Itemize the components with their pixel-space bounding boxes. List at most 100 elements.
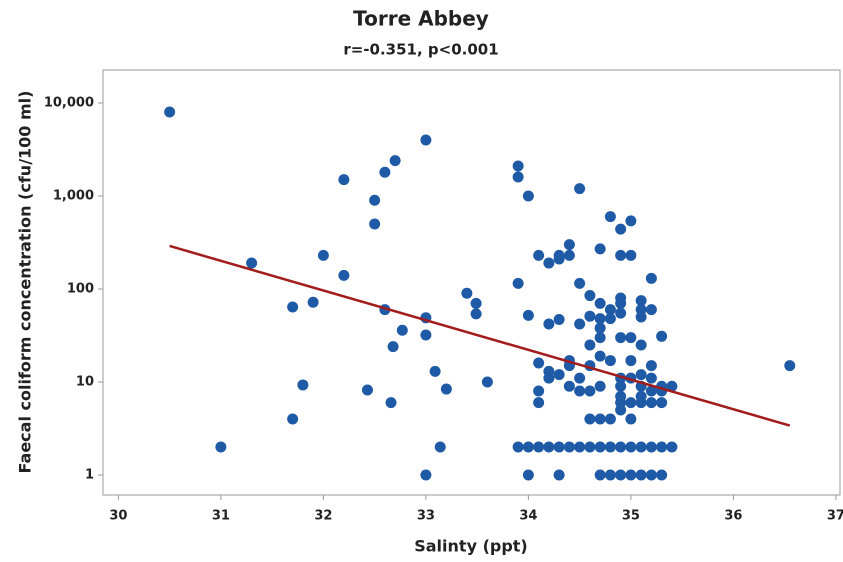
point bbox=[512, 277, 524, 289]
point bbox=[635, 369, 647, 381]
point bbox=[645, 304, 657, 316]
point bbox=[563, 239, 575, 251]
point bbox=[522, 309, 534, 321]
x-tick-label: 36 bbox=[724, 509, 742, 524]
point bbox=[594, 350, 606, 362]
point bbox=[387, 341, 399, 353]
point bbox=[512, 441, 524, 453]
point bbox=[369, 218, 381, 230]
point bbox=[604, 469, 616, 481]
point bbox=[635, 469, 647, 481]
point bbox=[512, 171, 524, 183]
point bbox=[396, 324, 408, 336]
point bbox=[533, 357, 545, 369]
point bbox=[635, 339, 647, 351]
point bbox=[533, 441, 545, 453]
point bbox=[338, 174, 350, 186]
point bbox=[666, 380, 678, 392]
trend-line bbox=[169, 244, 791, 427]
point bbox=[553, 369, 565, 381]
point bbox=[574, 277, 586, 289]
point bbox=[553, 253, 565, 265]
y-tick-label: 1,000 bbox=[53, 188, 94, 203]
point bbox=[635, 311, 647, 323]
point bbox=[594, 469, 606, 481]
point bbox=[553, 441, 565, 453]
point bbox=[470, 308, 482, 320]
point bbox=[645, 385, 657, 397]
x-tick-label: 30 bbox=[109, 509, 127, 524]
point bbox=[615, 332, 627, 344]
chart-title: Torre Abbey bbox=[353, 7, 489, 31]
point bbox=[533, 249, 545, 261]
point bbox=[369, 194, 381, 206]
point bbox=[656, 397, 668, 409]
point bbox=[615, 404, 627, 416]
point bbox=[574, 183, 586, 195]
point bbox=[246, 257, 258, 269]
point bbox=[615, 441, 627, 453]
point bbox=[361, 384, 373, 396]
point bbox=[338, 269, 350, 281]
point bbox=[574, 441, 586, 453]
point bbox=[604, 313, 616, 325]
point bbox=[615, 297, 627, 309]
point bbox=[533, 397, 545, 409]
point bbox=[215, 441, 227, 453]
point bbox=[604, 355, 616, 367]
point bbox=[635, 295, 647, 307]
point bbox=[440, 383, 452, 395]
x-axis-label: Salinty (ppt) bbox=[414, 537, 528, 556]
point bbox=[533, 385, 545, 397]
point bbox=[481, 376, 493, 388]
point bbox=[625, 332, 637, 344]
point bbox=[563, 380, 575, 392]
chart-subtitle: r=-0.351, p<0.001 bbox=[343, 41, 498, 59]
point bbox=[522, 441, 534, 453]
point bbox=[584, 385, 596, 397]
point bbox=[666, 441, 678, 453]
point bbox=[615, 223, 627, 235]
point bbox=[563, 249, 575, 261]
point bbox=[434, 441, 446, 453]
point bbox=[594, 441, 606, 453]
point bbox=[625, 355, 637, 367]
point bbox=[615, 307, 627, 319]
point bbox=[594, 322, 606, 334]
y-tick-label: 10 bbox=[76, 375, 94, 390]
point bbox=[625, 397, 637, 409]
y-tick-label: 100 bbox=[67, 281, 94, 296]
point bbox=[574, 385, 586, 397]
x-tick-label: 33 bbox=[417, 509, 435, 524]
point bbox=[635, 397, 647, 409]
point bbox=[604, 441, 616, 453]
point bbox=[574, 372, 586, 384]
point bbox=[297, 379, 309, 391]
point bbox=[385, 397, 397, 409]
point bbox=[574, 318, 586, 330]
point bbox=[625, 469, 637, 481]
point bbox=[317, 249, 329, 261]
point bbox=[656, 469, 668, 481]
point bbox=[543, 257, 555, 269]
x-tick-label: 35 bbox=[622, 509, 640, 524]
x-tick-label: 31 bbox=[212, 509, 230, 524]
point bbox=[553, 469, 565, 481]
point bbox=[543, 372, 555, 384]
point bbox=[645, 360, 657, 372]
point bbox=[522, 190, 534, 202]
point bbox=[389, 155, 401, 167]
point bbox=[429, 365, 441, 377]
point bbox=[563, 441, 575, 453]
point bbox=[461, 287, 473, 299]
y-tick-label: 10,000 bbox=[44, 95, 94, 110]
point bbox=[584, 413, 596, 425]
point bbox=[645, 372, 657, 384]
point bbox=[287, 301, 299, 313]
point bbox=[645, 272, 657, 284]
point bbox=[420, 134, 432, 146]
point bbox=[625, 441, 637, 453]
x-tick-label: 37 bbox=[827, 509, 843, 524]
point bbox=[307, 296, 319, 308]
